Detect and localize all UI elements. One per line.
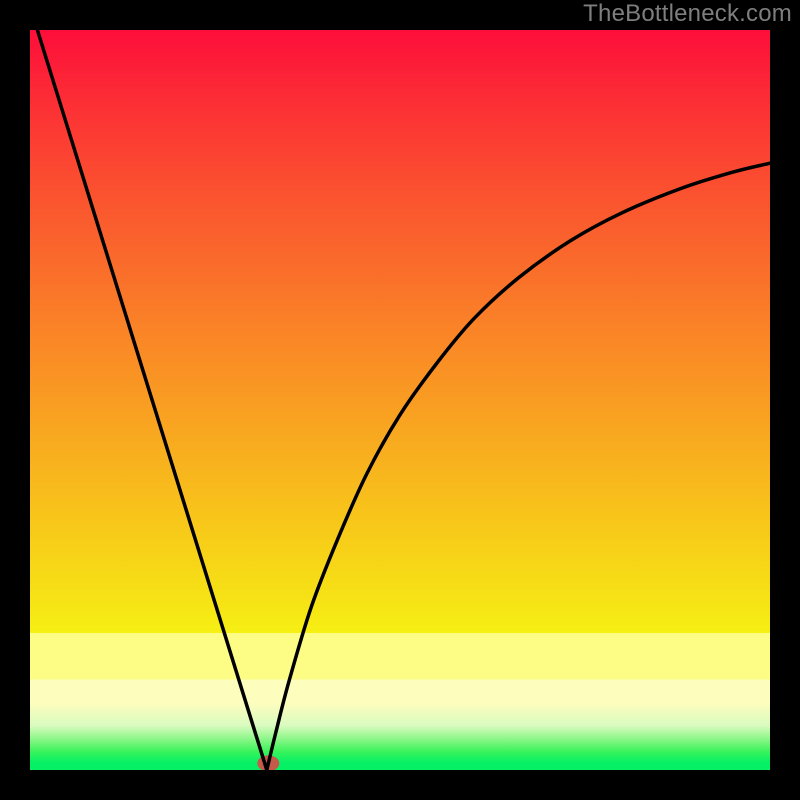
bottleneck-chart — [0, 0, 800, 800]
plot-background — [30, 30, 770, 770]
chart-container: TheBottleneck.com — [0, 0, 800, 800]
watermark-text: TheBottleneck.com — [583, 0, 792, 28]
